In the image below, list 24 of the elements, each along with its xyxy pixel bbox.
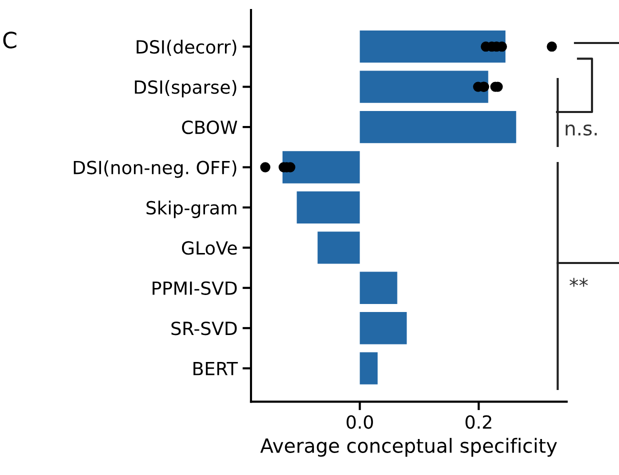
x-tick-label: 0.2 xyxy=(466,415,492,429)
bar xyxy=(318,232,360,264)
x-tick-label: 0.0 xyxy=(346,415,373,429)
bar xyxy=(360,312,407,344)
y-tick-label: PPMI-SVD xyxy=(152,281,237,296)
x-axis-title: Average conceptual specificity xyxy=(260,438,557,457)
text: C xyxy=(3,32,16,48)
y-tick-label: SR-SVD xyxy=(171,322,237,336)
bar xyxy=(360,352,378,384)
bar xyxy=(360,30,506,63)
y-tick-label: DSI(decorr) xyxy=(136,40,236,56)
bar xyxy=(296,191,360,224)
bar xyxy=(360,70,488,103)
y-tick-label: DSI(sparse) xyxy=(134,80,236,98)
y-tick-label: CBOW xyxy=(182,120,238,134)
bar xyxy=(360,272,398,304)
text: ** xyxy=(570,278,588,287)
y-tick-label: Skip-gram xyxy=(146,200,236,218)
y-tick-label: DSI(non-neg. OFF) xyxy=(74,160,236,178)
bar xyxy=(282,151,360,184)
bar xyxy=(360,110,516,144)
y-tick-label: BERT xyxy=(194,362,238,376)
annotation: n.s. xyxy=(566,124,597,136)
y-tick-label: GLoVe xyxy=(182,241,237,255)
